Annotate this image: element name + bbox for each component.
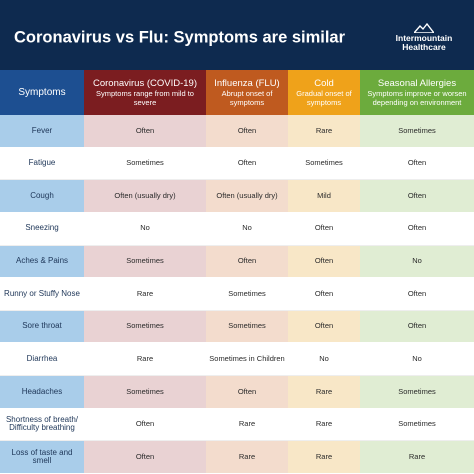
column-header-label: Symptoms [18,87,66,98]
cold-cell: Rare [288,376,360,409]
column-header-label: Influenza (FLU) [214,78,280,89]
flu-cell: Often [206,147,288,181]
allergy-cell: No [360,343,474,376]
covid-cell: Often [84,441,206,474]
allergy-cell: Rare [360,441,474,474]
flu-cell: Sometimes in Children [206,343,288,376]
covid-cell: No [84,212,206,246]
column-header-cold: Cold Gradual onset of symptoms [288,70,360,115]
covid-cell: Sometimes [84,310,206,344]
flu-cell: Rare [206,408,288,442]
symptom-cell: Sneezing [0,212,84,246]
allergy-cell: Often [360,180,474,213]
allergy-cell: Sometimes [360,408,474,442]
flu-cell: Often [206,376,288,409]
cold-cell: Rare [288,408,360,442]
column-header-subtitle: Gradual onset of symptoms [296,89,352,107]
header-banner: Coronavirus vs Flu: Symptoms are similar… [0,0,474,70]
cold-cell: Mild [288,180,360,213]
column-header-allergies: Seasonal Allergies Symptoms improve or w… [360,70,474,115]
flu-cell: Sometimes [206,310,288,344]
symptom-cell: Sore throat [0,310,84,344]
covid-cell: Rare [84,343,206,376]
symptom-cell: Fever [0,115,84,148]
symptom-cell: Loss of taste and smell [0,441,84,474]
column-header-flu: Influenza (FLU) Abrupt onset of symptoms [206,70,288,115]
page-title: Coronavirus vs Flu: Symptoms are similar [14,28,346,47]
symptom-cell: Cough [0,180,84,213]
column-header-label: Cold [314,78,334,89]
column-header-subtitle: Symptoms range from mild to severe [96,89,194,107]
cold-cell: Often [288,278,360,311]
covid-cell: Sometimes [84,245,206,279]
covid-cell: Often [84,115,206,148]
symptom-cell: Diarrhea [0,343,84,376]
allergy-cell: Often [360,278,474,311]
column-header-symptoms: Symptoms [0,70,84,115]
cold-cell: Rare [288,441,360,474]
allergy-cell: Sometimes [360,376,474,409]
symptom-cell: Fatigue [0,147,84,181]
column-header-subtitle: Abrupt onset of symptoms [221,89,273,107]
flu-cell: Often (usually dry) [206,180,288,213]
symptoms-table: Symptoms Coronavirus (COVID-19) Symptoms… [0,70,474,474]
cold-cell: Rare [288,115,360,148]
brand-name: Intermountain [395,33,453,43]
symptom-cell: Runny or Stuffy Nose [0,278,84,311]
cold-cell: Often [288,245,360,279]
allergy-cell: Often [360,147,474,181]
covid-cell: Sometimes [84,147,206,181]
symptom-cell: Aches & Pains [0,245,84,279]
cold-cell: Often [288,310,360,344]
allergy-cell: Often [360,212,474,246]
symptom-cell: Shortness of breath/ Difficulty breathin… [0,408,84,442]
flu-cell: Rare [206,441,288,474]
symptom-cell: Headaches [0,376,84,409]
covid-cell: Rare [84,278,206,311]
flu-cell: Sometimes [206,278,288,311]
flu-cell: Often [206,245,288,279]
column-header-label: Seasonal Allergies [377,78,457,89]
allergy-cell: No [360,245,474,279]
allergy-cell: Often [360,310,474,344]
mountain-logo-icon [414,23,434,33]
brand-logo: Intermountain Healthcare [382,23,466,53]
column-header-subtitle: Symptoms improve or worsen depending on … [367,89,467,107]
column-header-label: Coronavirus (COVID-19) [93,78,197,89]
covid-cell: Often (usually dry) [84,180,206,213]
cold-cell: Sometimes [288,147,360,181]
covid-cell: Often [84,408,206,442]
flu-cell: Often [206,115,288,148]
column-header-covid: Coronavirus (COVID-19) Symptoms range fr… [84,70,206,115]
allergy-cell: Sometimes [360,115,474,148]
cold-cell: Often [288,212,360,246]
covid-cell: Sometimes [84,376,206,409]
flu-cell: No [206,212,288,246]
cold-cell: No [288,343,360,376]
brand-subtitle: Healthcare [402,42,446,52]
